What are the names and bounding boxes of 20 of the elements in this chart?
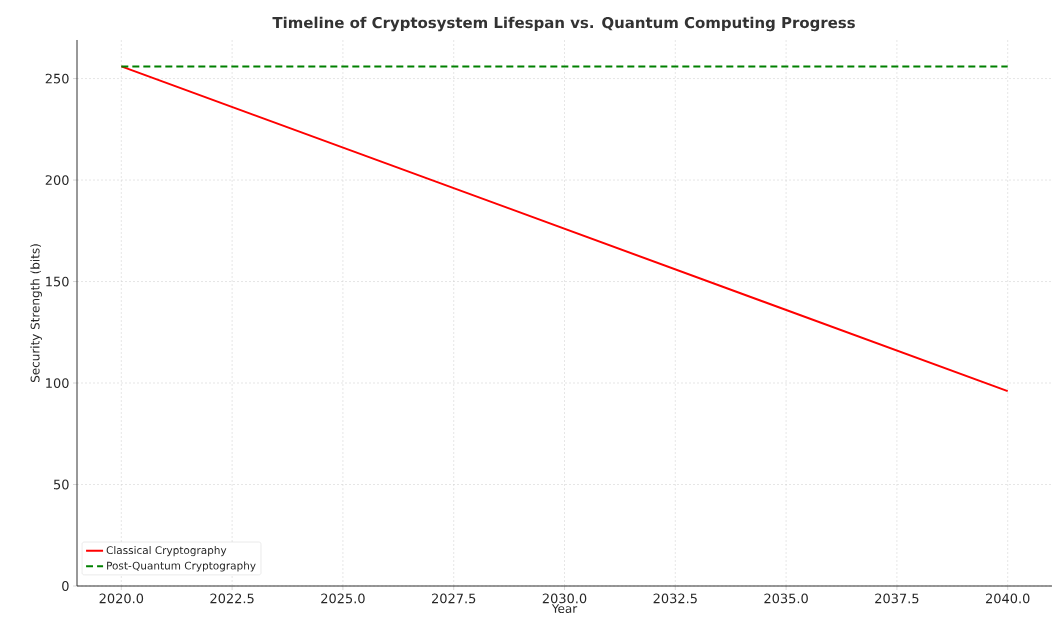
legend-label: Post-Quantum Cryptography	[107, 561, 256, 572]
legend-label: Classical Cryptography	[106, 546, 227, 557]
y-tick-label: 50	[54, 479, 69, 490]
x-tick-label: 2027.5	[432, 593, 476, 604]
x-tick-label: 2040.0	[985, 593, 1030, 604]
chart-title: Timeline of Cryptosystem Lifespan vs. Quantum Computing Progress	[272, 16, 855, 32]
y-tick-label: 250	[45, 73, 69, 84]
x-tick-label: 2022.5	[210, 593, 254, 604]
y-tick-label: 100	[46, 378, 69, 388]
x-tick-label: 2035.0	[764, 593, 808, 604]
x-tick-label: 2020.0	[99, 593, 144, 604]
y-tick-label: 0	[62, 581, 69, 591]
y-tick-label: 150	[46, 276, 69, 287]
x-tick-label: 2030.0	[542, 593, 587, 604]
y-axis-title: Security Strength (bits)	[30, 244, 42, 382]
x-axis-title: Year	[551, 604, 578, 614]
y-tick-label: 200	[45, 175, 69, 185]
x-tick-label: 2037.5	[875, 593, 919, 604]
x-tick-label: 2025.0	[321, 593, 365, 604]
x-tick-label: 2032.5	[653, 593, 697, 604]
